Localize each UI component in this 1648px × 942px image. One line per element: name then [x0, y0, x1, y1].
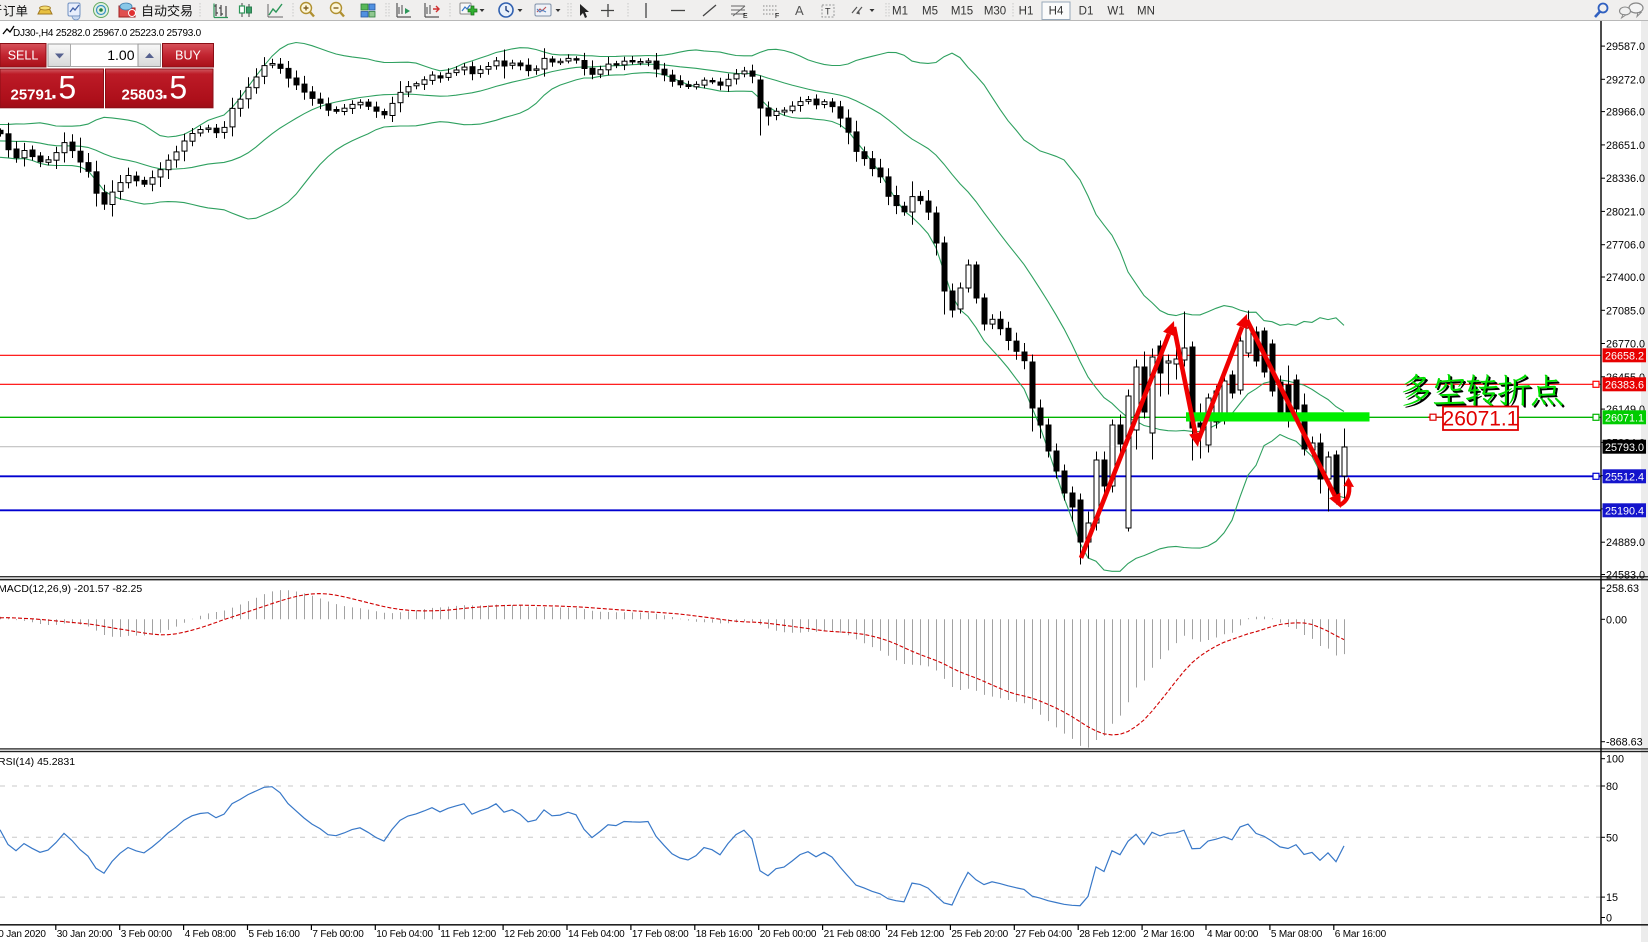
- svg-text:.5: .5: [50, 70, 77, 106]
- svg-text:28021.0: 28021.0: [1606, 206, 1645, 218]
- svg-text:4 Feb 08:00: 4 Feb 08:00: [185, 929, 237, 940]
- svg-text:25791: 25791: [11, 86, 53, 103]
- svg-text:H4: H4: [1049, 6, 1064, 18]
- svg-text:80: 80: [1606, 781, 1618, 793]
- svg-text:26383.6: 26383.6: [1605, 380, 1644, 392]
- svg-text:24 Feb 12:00: 24 Feb 12:00: [888, 929, 945, 940]
- svg-text:DJ30-,H4 25282.0 25967.0 2522: DJ30-,H4 25282.0 25967.0 25223.0 25793.0: [13, 28, 202, 39]
- svg-text:26071.1: 26071.1: [1443, 408, 1519, 431]
- svg-text:0: 0: [1606, 913, 1612, 925]
- svg-text:MN: MN: [1137, 6, 1155, 18]
- svg-text:28336.0: 28336.0: [1606, 173, 1645, 185]
- svg-text:5 Mar 08:00: 5 Mar 08:00: [1271, 929, 1323, 940]
- svg-text:21 Feb 08:00: 21 Feb 08:00: [824, 929, 881, 940]
- svg-text:1.00: 1.00: [107, 47, 134, 63]
- svg-text:18 Feb 16:00: 18 Feb 16:00: [696, 929, 753, 940]
- svg-text:11 Feb 12:00: 11 Feb 12:00: [440, 929, 496, 940]
- svg-text:.5: .5: [161, 70, 188, 106]
- svg-text:MACD(12,26,9) -201.57 -82.25: MACD(12,26,9) -201.57 -82.25: [0, 583, 142, 595]
- svg-text:28966.0: 28966.0: [1606, 107, 1645, 119]
- svg-text:24889.0: 24889.0: [1606, 537, 1645, 549]
- svg-text:M5: M5: [922, 6, 938, 18]
- svg-text:29272.0: 29272.0: [1606, 74, 1645, 86]
- svg-text:29587.0: 29587.0: [1606, 41, 1645, 53]
- svg-text:20 Feb 00:00: 20 Feb 00:00: [760, 929, 817, 940]
- svg-text:T: T: [825, 7, 831, 17]
- svg-text:17 Feb 08:00: 17 Feb 08:00: [632, 929, 689, 940]
- svg-text:7 Feb 00:00: 7 Feb 00:00: [312, 929, 364, 940]
- svg-text:26071.1: 26071.1: [1605, 413, 1644, 425]
- svg-text:E: E: [743, 13, 748, 20]
- svg-text:6 Mar 16:00: 6 Mar 16:00: [1335, 929, 1387, 940]
- svg-text:25512.4: 25512.4: [1605, 472, 1644, 484]
- svg-text:27085.0: 27085.0: [1606, 305, 1645, 317]
- svg-text:25190.4: 25190.4: [1605, 506, 1644, 518]
- svg-text:27706.0: 27706.0: [1606, 240, 1645, 252]
- svg-text:14 Feb 04:00: 14 Feb 04:00: [568, 929, 625, 940]
- svg-text:100: 100: [1606, 754, 1624, 766]
- svg-text:H1: H1: [1019, 6, 1034, 18]
- svg-text:M1: M1: [892, 6, 908, 18]
- svg-text:0.00: 0.00: [1606, 614, 1627, 626]
- svg-text:5 Feb 16:00: 5 Feb 16:00: [249, 929, 301, 940]
- svg-text:F: F: [775, 13, 779, 20]
- svg-text:26770.0: 26770.0: [1606, 339, 1645, 351]
- svg-text:-868.63: -868.63: [1606, 737, 1643, 749]
- svg-text:27400.0: 27400.0: [1606, 272, 1645, 284]
- svg-text:27 Feb 04:00: 27 Feb 04:00: [1015, 929, 1072, 940]
- svg-text:A: A: [795, 3, 804, 18]
- svg-text:M30: M30: [984, 6, 1006, 18]
- svg-text:2 Mar 16:00: 2 Mar 16:00: [1143, 929, 1195, 940]
- svg-text:W1: W1: [1107, 6, 1124, 18]
- svg-text:3 Feb 00:00: 3 Feb 00:00: [121, 929, 173, 940]
- svg-text:28 Feb 12:00: 28 Feb 12:00: [1079, 929, 1136, 940]
- svg-text:12 Feb 20:00: 12 Feb 20:00: [504, 929, 561, 940]
- svg-text:50: 50: [1606, 832, 1618, 844]
- svg-text:25 Feb 20:00: 25 Feb 20:00: [951, 929, 1008, 940]
- svg-text:25793.0: 25793.0: [1605, 442, 1644, 454]
- svg-text:BUY: BUY: [175, 49, 201, 63]
- svg-text:15: 15: [1606, 892, 1618, 904]
- svg-text:M15: M15: [951, 6, 973, 18]
- svg-text:26658.2: 26658.2: [1605, 351, 1644, 363]
- svg-text:30 Jan 2020: 30 Jan 2020: [0, 929, 46, 940]
- svg-text:24583.0: 24583.0: [1606, 570, 1645, 582]
- svg-text:4 Mar 00:00: 4 Mar 00:00: [1207, 929, 1259, 940]
- svg-text:RSI(14) 45.2831: RSI(14) 45.2831: [0, 756, 75, 768]
- svg-text:258.63: 258.63: [1606, 583, 1639, 595]
- svg-text:10 Feb 04:00: 10 Feb 04:00: [376, 929, 433, 940]
- svg-text:28651.0: 28651.0: [1606, 140, 1645, 152]
- svg-text:SELL: SELL: [8, 49, 39, 63]
- svg-text:D1: D1: [1079, 6, 1094, 18]
- svg-text:30 Jan 20:00: 30 Jan 20:00: [57, 929, 113, 940]
- svg-text:25803: 25803: [122, 86, 164, 103]
